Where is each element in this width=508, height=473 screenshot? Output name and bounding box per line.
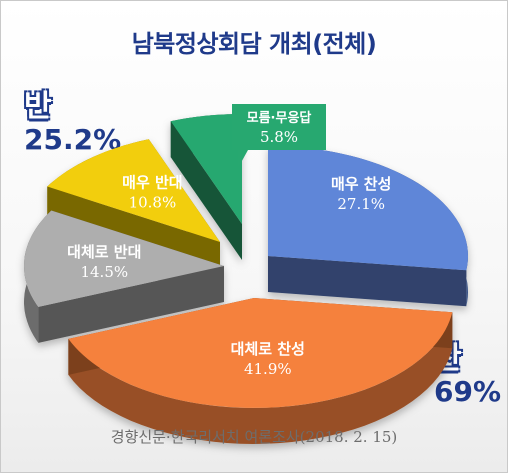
against-percent: 25.2% xyxy=(24,123,122,156)
pie-slice-edge-5-1 xyxy=(170,121,242,260)
callout-box-unsure xyxy=(232,104,326,150)
against-label: 반 xyxy=(24,89,52,124)
slice-value-5: 5.8% xyxy=(260,128,298,146)
pie-slice-3 xyxy=(24,210,224,307)
slice-value-4: 10.8% xyxy=(129,194,177,212)
against-summary: 반 25.2% xyxy=(24,90,121,156)
slice-label-4: 매우 반대 xyxy=(122,174,182,192)
slice-label-3: 대체로 반대 xyxy=(67,243,141,261)
pie-slice-2 xyxy=(68,298,453,408)
source-note: 경향신문·한국리서치 여론조사(2018. 2. 15) xyxy=(110,428,398,446)
pie-slice-1 xyxy=(268,146,468,271)
for-percent: 69% xyxy=(434,375,502,408)
pie-slice-side-2 xyxy=(68,312,453,444)
pie-slice-5 xyxy=(170,114,242,224)
pie-slice-edge-1-2 xyxy=(268,256,467,307)
chart-title: 남북정상회담 개최(전체) xyxy=(131,30,377,58)
pie-slice-4 xyxy=(47,139,220,242)
slice-value-1: 27.1% xyxy=(337,195,385,213)
slice-label-1: 매우 찬성 xyxy=(331,175,391,193)
slice-value-2: 41.9% xyxy=(244,360,292,378)
slice-value-3: 14.5% xyxy=(80,263,128,281)
slice-label-2: 대체로 찬성 xyxy=(231,340,305,358)
slice-label-5: 모름·무응답 xyxy=(247,111,312,126)
callout-pointer-unsure xyxy=(238,150,248,168)
